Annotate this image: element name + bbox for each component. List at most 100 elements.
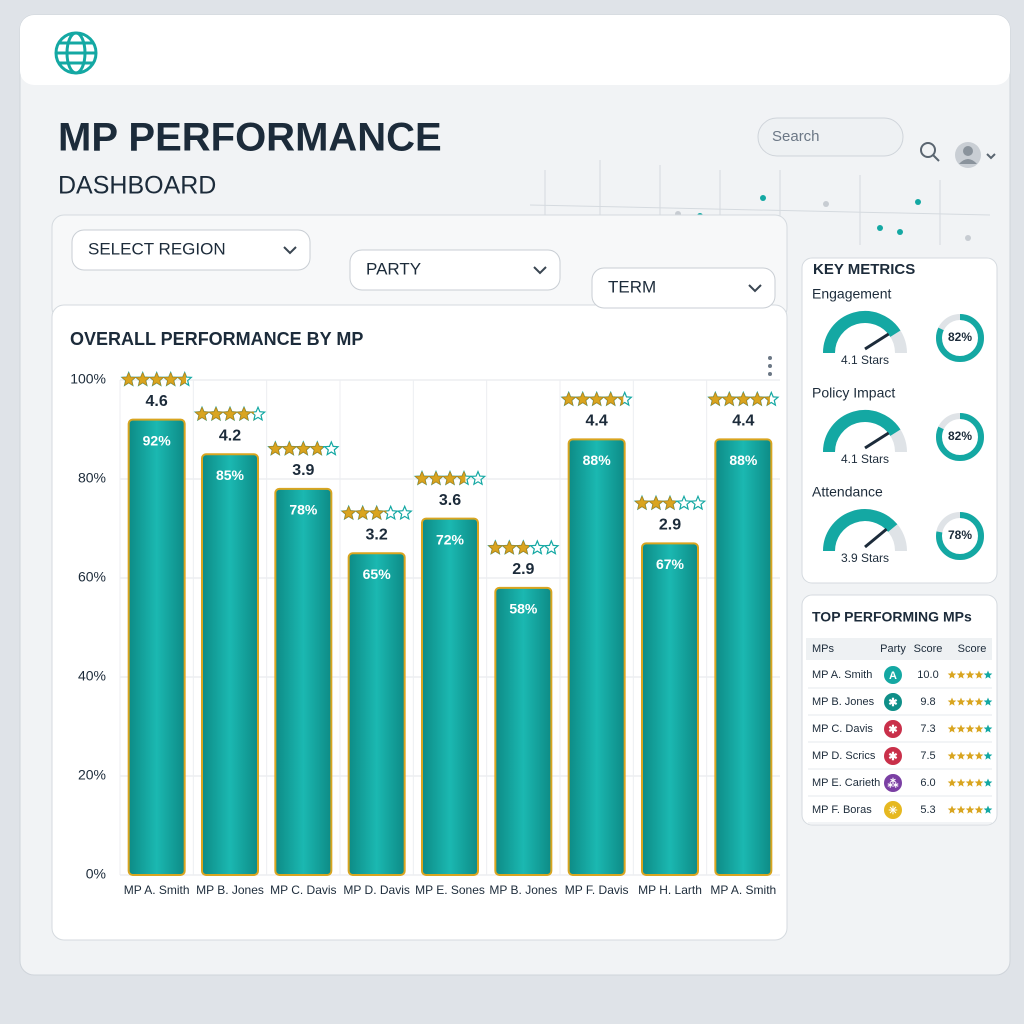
x-tick-label: MP A. Smith [710,883,776,897]
filter-dropdown[interactable] [591,267,776,309]
filter-dropdown[interactable] [349,249,561,291]
score-stars [947,670,993,679]
star [635,496,650,510]
score-stars [947,724,993,733]
table-header: Score [958,643,987,655]
filter-label: PARTY [366,259,421,278]
star [574,392,591,406]
table-header: MPs [812,643,835,655]
star [134,372,151,387]
rating-label: 4.4 [732,413,754,430]
search-box[interactable] [757,117,904,157]
star [442,471,458,486]
window-bar [20,15,1010,85]
star [588,392,605,406]
table-name: MP A. Smith [812,669,872,681]
ring-label: 82% [948,429,972,443]
user-avatar[interactable] [955,142,996,168]
rating-label: 4.2 [219,427,241,444]
filter-dropdown[interactable] [71,229,311,271]
x-tick-label: MP C. Davis [270,883,336,897]
bar [421,517,479,876]
star [268,441,284,456]
star [735,392,752,406]
ring-fill [936,413,984,461]
rating-label: 2.9 [512,561,534,578]
party-badge [884,747,902,765]
star-outline [323,440,340,456]
gauge-needle [864,431,890,450]
star [195,407,210,421]
bar [201,453,259,876]
star-icon [947,778,957,787]
table-score: 10.0 [917,669,938,681]
table-score: 6.0 [920,777,935,789]
metric-label: Attendance [812,484,883,500]
star-icon [983,697,993,706]
bar-value-label: 88% [729,452,758,468]
y-tick-label: 60% [78,569,106,585]
rating-label: 4.4 [586,413,608,430]
party-symbol: A [889,670,897,682]
bar [494,586,553,877]
filter-label: TERM [608,277,656,296]
gauge-fill [823,509,898,552]
rating-label: 3.6 [439,492,461,509]
ring-label: 78% [948,528,972,542]
party-symbol: ✱ [888,724,897,736]
star-fill [341,506,387,520]
star-icon [956,670,966,679]
menu-icon[interactable] [768,356,772,376]
star [708,392,724,406]
star [749,392,766,406]
y-tick-label: 40% [78,668,106,684]
search-icon[interactable] [920,142,940,162]
score-stars [947,697,993,706]
star-outline [543,539,560,555]
star [602,392,619,406]
star [428,471,444,486]
star-icon [947,697,957,706]
star-icon [983,724,993,733]
star-icon [956,697,966,706]
ring-fill [936,512,984,560]
y-tick-label: 20% [78,767,106,783]
star [515,540,529,555]
rating-label: 3.2 [366,526,388,543]
bar-value-label: 78% [289,502,318,518]
bar-value-label: 58% [509,601,538,617]
star-rating [633,494,707,511]
star-outline [469,470,487,486]
star-fill [268,441,323,456]
star-fill [635,496,676,510]
dropdown-arrow [283,246,297,255]
star-icon [956,778,966,787]
party-badge [884,693,902,711]
bar [274,487,333,876]
filter-label: SELECT REGION [88,239,226,258]
star [456,471,466,486]
x-tick-label: MP H. Larth [638,883,702,897]
star-icon [956,751,966,760]
star-icon [947,724,957,733]
gauge-fill [823,410,901,453]
star-icon [974,751,984,760]
bar [347,552,406,876]
star-icon [974,697,984,706]
dropdown-arrow [533,266,547,275]
star [721,392,738,406]
star-fill [708,392,770,406]
table-name: MP B. Jones [812,696,875,708]
star-icon [983,670,993,679]
star-icon [965,805,975,814]
star [222,407,238,421]
table-score: 7.5 [920,750,935,762]
subtitle: DASHBOARD [58,172,216,200]
top-performers-panel [801,594,998,826]
x-tick-label: MP B. Jones [196,883,264,897]
star-fill [561,392,624,406]
star [281,441,298,456]
top-performers-title: TOP PERFORMING MPs [812,609,972,625]
star-fill [415,471,466,486]
